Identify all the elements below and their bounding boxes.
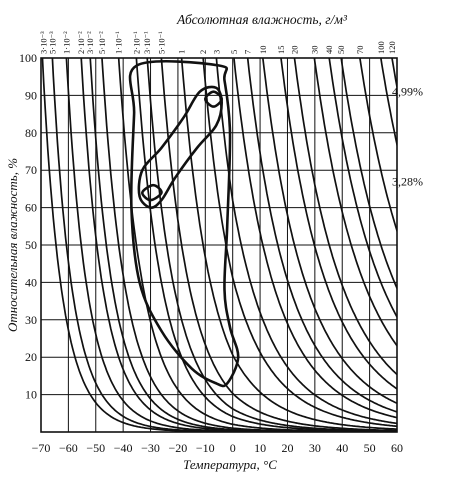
annotation-labels: 4,99% 3,28% (392, 85, 423, 189)
annotation-label: 3,28% (392, 174, 423, 188)
isoline-label: 5·10⁻² (97, 31, 107, 54)
x-tick-label: −10 (196, 441, 215, 455)
isoline (359, 58, 397, 234)
isoline-label: 10 (258, 46, 268, 55)
x-tick-label: 30 (309, 441, 321, 455)
plot-frame (40, 57, 398, 433)
x-tick-label: −20 (169, 441, 188, 455)
isoline-label: 20 (290, 46, 300, 55)
x-tick-label: −60 (59, 441, 78, 455)
x-tick-label: −70 (32, 441, 51, 455)
isoline-label: 3·10⁻³ (39, 31, 49, 54)
isoline (233, 58, 397, 419)
x-tick-label: −30 (141, 441, 160, 455)
isoline-label: 120 (387, 41, 397, 54)
y-tick-label: 30 (25, 313, 37, 327)
region-layer (128, 59, 240, 388)
isoline-label: 100 (376, 41, 386, 54)
y-tick-label: 40 (25, 275, 37, 289)
y-tick-label: 70 (25, 163, 37, 177)
isoline-label: 1·10⁻¹ (114, 31, 124, 54)
isoline (202, 58, 397, 428)
isoline-label: 3 (211, 50, 221, 54)
region-outer (128, 59, 240, 388)
x-tick-label: 60 (391, 441, 403, 455)
y-tick-label: 80 (25, 126, 37, 140)
isoline-label: 1·10⁻² (61, 31, 71, 54)
isoline (328, 58, 397, 319)
isoline (246, 58, 397, 413)
x-tick-label: −50 (86, 441, 105, 455)
isoline-label: 70 (355, 46, 365, 55)
isoline (340, 58, 397, 291)
region-middle (137, 85, 224, 209)
isoline-label: 1 (177, 50, 187, 54)
x-tick-label: 20 (281, 441, 293, 455)
y-axis-title: Относительная влажность, % (5, 158, 20, 332)
x-tick-label: 40 (336, 441, 348, 455)
isoline-label: 2·10⁻¹ (131, 31, 141, 54)
y-tick-label: 20 (25, 350, 37, 364)
isoline-label: 5·10⁻¹ (156, 31, 166, 54)
y-tick-label: 50 (25, 238, 37, 252)
isoline-label: 30 (309, 46, 319, 55)
y-tick-label: 60 (25, 201, 37, 215)
isoline (261, 58, 397, 405)
isoline-label: 3·10⁻² (85, 31, 95, 54)
isoline (160, 58, 397, 432)
y-tick-labels: 10 20 30 40 50 60 70 80 90 100 (19, 51, 37, 402)
isoline-label: 50 (336, 46, 346, 55)
isoline (293, 58, 397, 376)
isoline-label: 5·10⁻³ (47, 31, 57, 54)
x-tick-label: 50 (364, 441, 376, 455)
isoline-label: 40 (324, 46, 334, 55)
x-tick-labels: −70 −60 −50 −40 −30 −20 −10 0 10 20 30 40 50 60 (32, 441, 403, 455)
y-tick-label: 10 (25, 388, 37, 402)
isoline-label: 15 (276, 46, 286, 55)
x-tick-label: −40 (114, 441, 133, 455)
x-tick-label: 10 (254, 441, 266, 455)
x-axis-title: Температура, °С (183, 457, 277, 472)
isoline-label: 5 (229, 50, 239, 54)
isoline (146, 58, 397, 432)
annotation-label: 4,99% (392, 85, 423, 99)
isoline (380, 58, 397, 149)
isoline-label: 7 (243, 50, 253, 54)
isoline-labels: 3·10⁻³5·10⁻³ 1·10⁻² 2·10⁻² 3·10⁻² 5·10⁻² 1·10… (39, 31, 397, 54)
region-small-upper (203, 90, 224, 108)
isoline-label: 3·10⁻¹ (142, 31, 152, 54)
y-tick-label: 90 (25, 88, 37, 102)
isoline (313, 58, 397, 348)
isoline (180, 58, 397, 430)
isoline (280, 58, 397, 390)
region-small-lower (141, 183, 163, 202)
x-tick-label: 0 (230, 441, 236, 455)
isoline-label: 2 (198, 50, 208, 54)
chart-title: Абсолютная влажность, г/м³ (176, 12, 348, 27)
isoline-label: 2·10⁻² (76, 31, 86, 54)
isoline (215, 58, 397, 425)
y-tick-label: 100 (19, 51, 37, 65)
